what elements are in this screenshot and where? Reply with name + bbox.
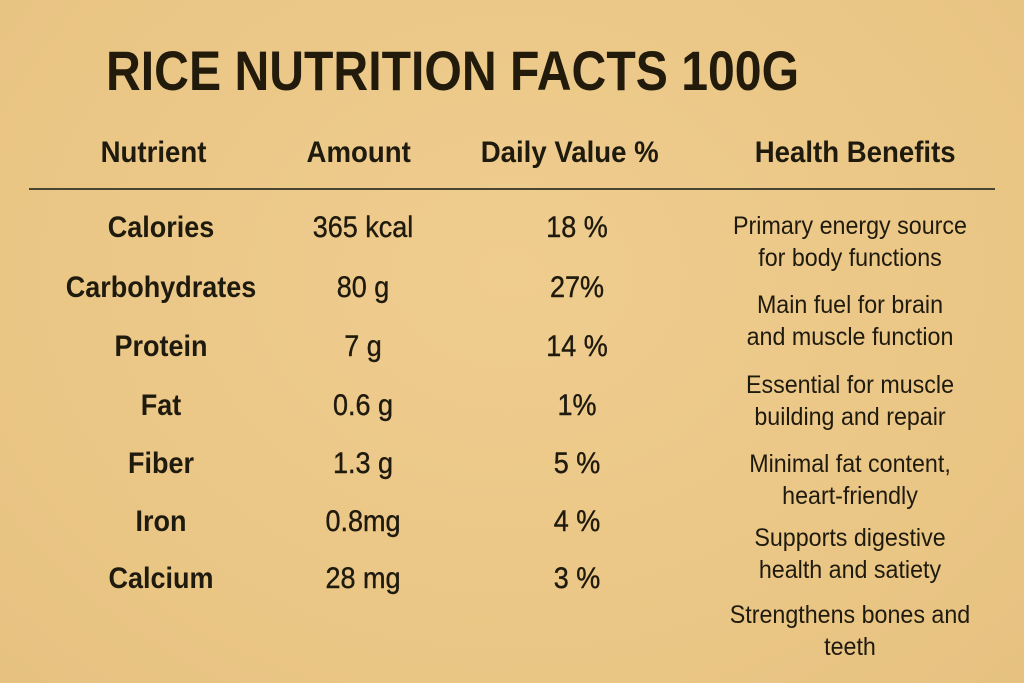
nutrient-name: Fiber xyxy=(127,447,195,480)
header-nutrient: Nutrient xyxy=(100,136,207,169)
nutrient-name: Fat xyxy=(140,389,182,422)
benefit-item: Minimal fat content, heart-friendly xyxy=(749,450,951,510)
benefit-item: Supports digestive health and satiety xyxy=(754,524,946,584)
nutrient-amount: 365 kcal xyxy=(312,211,414,244)
page-title: RICE NUTRITION FACTS 100G xyxy=(106,39,800,102)
nutrient-name: Protein xyxy=(114,330,208,363)
nutrient-name: Iron xyxy=(135,505,187,538)
nutrient-daily-value: 1% xyxy=(557,389,597,422)
header-amount: Amount xyxy=(306,136,411,169)
benefit-item: Essential for muscle building and repair xyxy=(745,371,955,431)
nutrient-amount: 0.6 g xyxy=(332,389,394,422)
nutrient-daily-value: 3 % xyxy=(553,562,601,595)
nutrient-amount: 7 g xyxy=(344,330,382,363)
nutrient-daily-value: 14 % xyxy=(546,330,608,363)
benefit-item: Strengthens bones and teeth xyxy=(729,601,971,661)
header-daily-value: Daily Value % xyxy=(480,136,659,169)
benefit-item: Primary energy source for body functions xyxy=(733,212,967,272)
nutrient-name: Calories xyxy=(107,211,215,244)
nutrient-amount: 80 g xyxy=(336,271,390,304)
benefit-item: Main fuel for brain and muscle function xyxy=(746,291,954,351)
nutrient-daily-value: 5 % xyxy=(553,447,601,480)
nutrient-daily-value: 27% xyxy=(549,271,605,304)
nutrient-amount: 0.8mg xyxy=(325,505,401,538)
nutrient-daily-value: 18 % xyxy=(546,211,608,244)
nutrient-name: Carbohydrates xyxy=(65,271,257,304)
nutrient-amount: 28 mg xyxy=(325,562,401,595)
header-divider xyxy=(29,188,995,190)
nutrient-amount: 1.3 g xyxy=(332,447,394,480)
nutrient-name: Calcium xyxy=(108,562,214,595)
header-health-benefits: Health Benefits xyxy=(754,136,956,169)
nutrient-daily-value: 4 % xyxy=(553,505,601,538)
